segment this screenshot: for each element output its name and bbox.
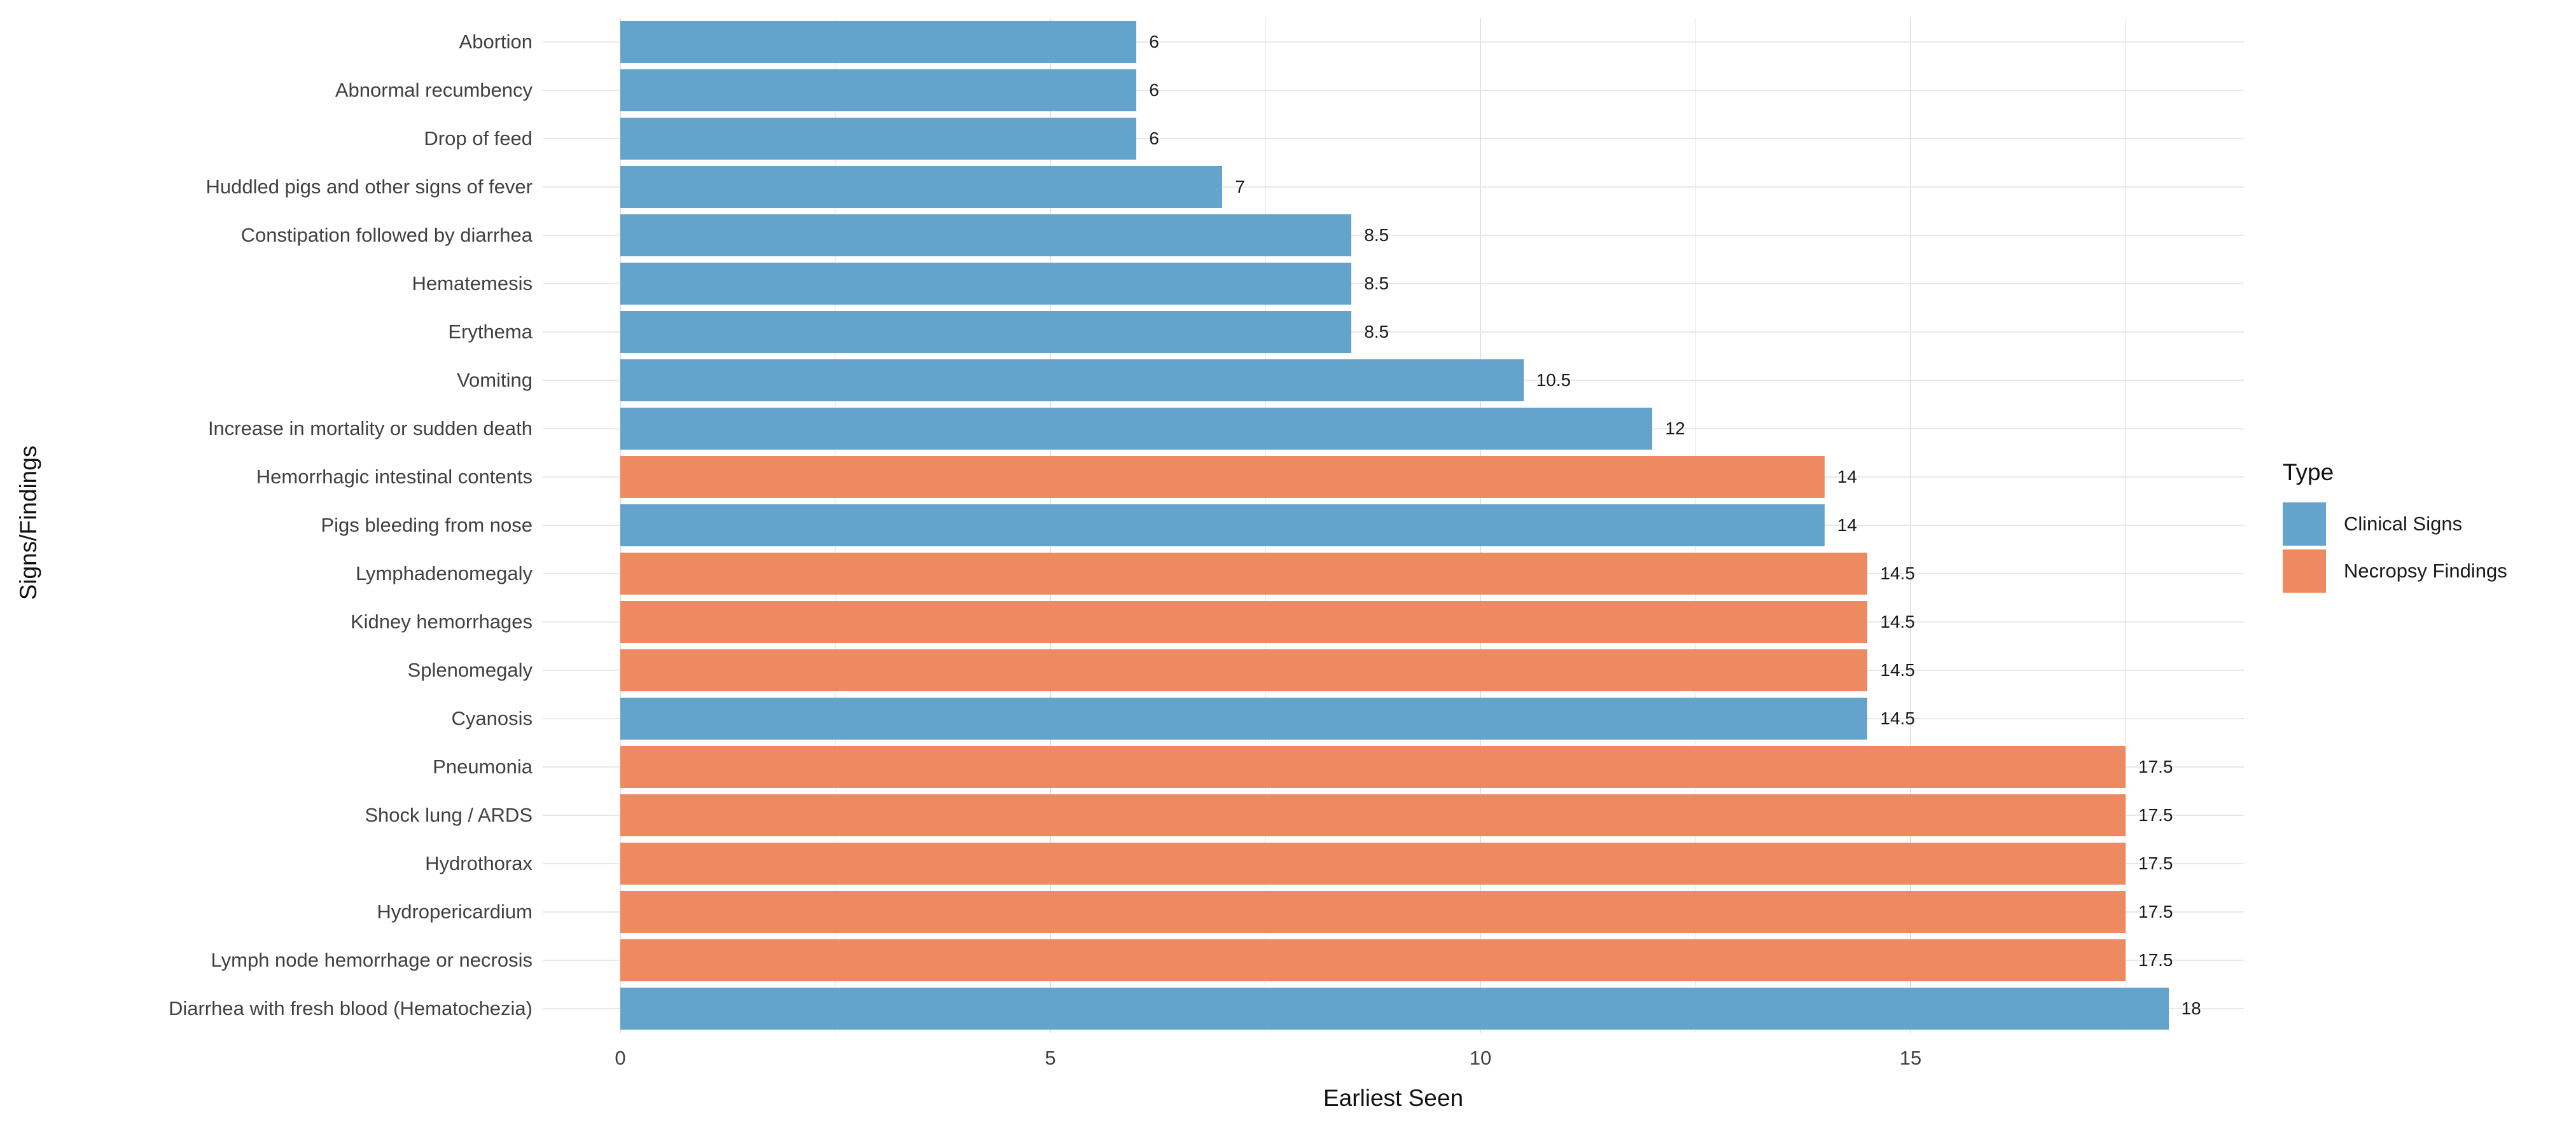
- y-gridline: [543, 41, 2244, 43]
- bar-value-label: 8.5: [1364, 225, 1389, 245]
- bar: [620, 311, 1352, 353]
- x-axis-tick-label: 0: [615, 1047, 626, 1069]
- y-gridline: [543, 235, 2244, 236]
- legend-title: Type: [2283, 459, 2334, 485]
- bar-value-label: 6: [1149, 128, 1159, 148]
- y-gridline: [543, 283, 2244, 284]
- bar: [620, 939, 2126, 981]
- bar: [620, 891, 2126, 933]
- bar-value-label: 7: [1235, 177, 1245, 197]
- bar-value-label: 17.5: [2138, 805, 2173, 825]
- y-axis-tick-label: Cyanosis: [451, 707, 533, 729]
- y-gridline: [543, 138, 2244, 139]
- y-axis-tick-label: Drop of feed: [424, 127, 533, 149]
- x-axis-tick-label: 5: [1045, 1047, 1056, 1069]
- bar: [620, 214, 1352, 256]
- bar: [620, 21, 1137, 63]
- bar: [620, 118, 1137, 160]
- bar: [620, 988, 2169, 1030]
- y-axis-tick-label: Hydropericardium: [377, 901, 533, 923]
- legend-entry: Necropsy Findings: [2283, 549, 2507, 593]
- bar-value-label: 14.5: [1880, 708, 1915, 728]
- bar-value-label: 14.5: [1880, 660, 1915, 680]
- bar-value-label: 6: [1149, 80, 1159, 100]
- bar-value-label: 17.5: [2138, 757, 2173, 777]
- y-axis-tick-label: Hemorrhagic intestinal contents: [256, 466, 533, 488]
- y-axis-tick-label: Pneumonia: [433, 756, 533, 778]
- legend-key-swatch: [2283, 502, 2326, 546]
- x-axis-title: Earliest Seen: [1323, 1085, 1464, 1111]
- bar: [620, 843, 2126, 885]
- bar: [620, 601, 1868, 643]
- y-gridline: [543, 331, 2244, 333]
- y-gridline: [543, 186, 2244, 188]
- legend-entry: Clinical Signs: [2283, 502, 2507, 546]
- bar: [620, 359, 1524, 401]
- bar: [620, 553, 1868, 595]
- y-axis-tick-label: Abnormal recumbency: [335, 79, 533, 101]
- bar-value-label: 14.5: [1880, 612, 1915, 632]
- x-axis-tick-label: 15: [1899, 1047, 1922, 1069]
- y-axis-tick-label: Increase in mortality or sudden death: [207, 417, 533, 439]
- bar: [620, 456, 1825, 498]
- bar-value-label: 8.5: [1364, 273, 1389, 293]
- bar-value-label: 6: [1149, 32, 1159, 52]
- bar: [620, 746, 2126, 788]
- y-axis-tick-label: Diarrhea with fresh blood (Hematochezia): [168, 997, 533, 1019]
- y-axis-tick-label: Constipation followed by diarrhea: [240, 224, 533, 246]
- y-axis-tick-label: Splenomegaly: [407, 659, 533, 681]
- y-gridline: [543, 90, 2244, 91]
- bar: [620, 698, 1868, 740]
- bar-value-label: 14: [1837, 515, 1857, 535]
- y-axis-tick-label: Shock lung / ARDS: [365, 804, 533, 826]
- bar-value-label: 17.5: [2138, 950, 2173, 970]
- legend-entry-label: Clinical Signs: [2344, 513, 2463, 535]
- y-axis-tick-label: Abortion: [459, 31, 533, 53]
- legend: Type Clinical Signs Necropsy Findings: [2283, 459, 2507, 597]
- bar-value-label: 17.5: [2138, 853, 2173, 873]
- bar-value-label: 8.5: [1364, 322, 1389, 342]
- bar-value-label: 12: [1665, 418, 1685, 438]
- legend-entries: Clinical Signs Necropsy Findings: [2283, 502, 2507, 593]
- y-axis-tick-label: Kidney hemorrhages: [350, 611, 533, 633]
- bar-value-label: 14: [1837, 467, 1857, 487]
- y-axis-tick-label: Lymph node hemorrhage or necrosis: [211, 949, 533, 971]
- bar: [620, 504, 1825, 546]
- bar: [620, 408, 1653, 450]
- y-axis-tick-label: Pigs bleeding from nose: [321, 514, 533, 536]
- plot-panel: 6 6 6 7 8.5 8.5 8.5 10.5 12 14 14 14.5 14.5 14.5 14.5 1…: [543, 18, 2244, 1033]
- x-axis-tick-label: 10: [1469, 1047, 1492, 1069]
- bar: [620, 69, 1137, 111]
- bar: [620, 649, 1868, 691]
- bar: [620, 263, 1352, 305]
- legend-key-swatch: [2283, 549, 2326, 593]
- y-axis-tick-label: Hydrothorax: [425, 852, 533, 874]
- y-axis-tick-label: Vomiting: [457, 369, 533, 391]
- y-axis-tick-label: Lymphadenomegaly: [355, 562, 533, 584]
- bar-value-label: 14.5: [1880, 563, 1915, 583]
- y-axis-tick-label: Hematemesis: [412, 272, 533, 294]
- bar-value-label: 18: [2181, 998, 2201, 1018]
- bar: [620, 794, 2126, 836]
- y-axis-tick-label: Huddled pigs and other signs of fever: [205, 176, 533, 198]
- bar: [620, 166, 1223, 208]
- y-axis-tick-label: Erythema: [448, 321, 533, 343]
- legend-entry-label: Necropsy Findings: [2344, 560, 2507, 582]
- bar-value-label: 17.5: [2138, 902, 2173, 921]
- bar-value-label: 10.5: [1536, 370, 1571, 390]
